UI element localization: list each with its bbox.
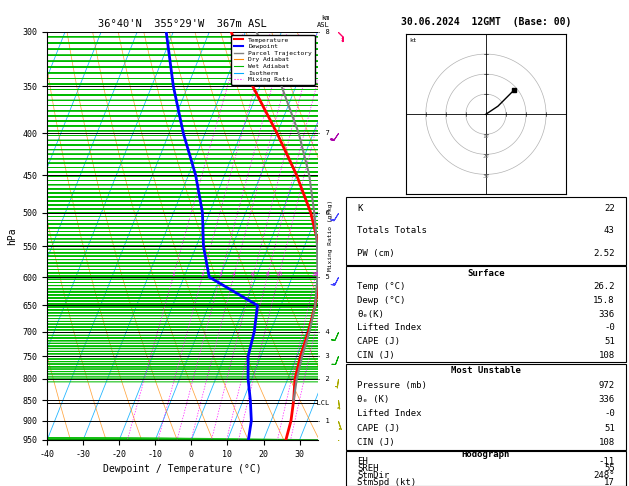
- Legend: Temperature, Dewpoint, Parcel Trajectory, Dry Adiabat, Wet Adiabat, Isotherm, Mi: Temperature, Dewpoint, Parcel Trajectory…: [231, 35, 314, 85]
- Text: 22: 22: [604, 204, 615, 213]
- Text: CIN (J): CIN (J): [357, 351, 395, 360]
- Text: 55: 55: [604, 464, 615, 473]
- Text: Surface: Surface: [467, 269, 504, 278]
- X-axis label: Dewpoint / Temperature (°C): Dewpoint / Temperature (°C): [103, 464, 262, 474]
- Text: km
ASL: km ASL: [317, 15, 330, 28]
- Text: Temp (°C): Temp (°C): [357, 282, 406, 291]
- Text: 972: 972: [599, 381, 615, 390]
- Text: Most Unstable: Most Unstable: [451, 366, 521, 375]
- Text: PW (cm): PW (cm): [357, 249, 395, 258]
- Text: -0: -0: [604, 323, 615, 332]
- Text: 10: 10: [482, 134, 489, 139]
- Text: Dewp (°C): Dewp (°C): [357, 296, 406, 305]
- Text: Pressure (mb): Pressure (mb): [357, 381, 427, 390]
- Text: - 2: - 2: [317, 376, 330, 382]
- Text: CAPE (J): CAPE (J): [357, 337, 400, 346]
- Text: 248°: 248°: [593, 471, 615, 480]
- Text: 43: 43: [604, 226, 615, 235]
- Y-axis label: hPa: hPa: [7, 227, 17, 244]
- Text: 108: 108: [599, 351, 615, 360]
- Text: EH: EH: [357, 457, 368, 466]
- Text: 17: 17: [604, 478, 615, 486]
- Text: 30.06.2024  12GMT  (Base: 00): 30.06.2024 12GMT (Base: 00): [401, 17, 571, 27]
- Text: Mixing Ratio (g/kg): Mixing Ratio (g/kg): [328, 200, 333, 271]
- Text: K: K: [357, 204, 362, 213]
- Text: 2: 2: [200, 272, 204, 277]
- Text: - 8: - 8: [317, 29, 330, 35]
- Text: Hodograph: Hodograph: [462, 450, 510, 459]
- Text: - 5: - 5: [317, 274, 330, 280]
- Text: 6: 6: [251, 272, 255, 277]
- Text: 30: 30: [482, 174, 489, 179]
- Text: 51: 51: [604, 337, 615, 346]
- Text: θₑ (K): θₑ (K): [357, 395, 389, 404]
- Text: 10: 10: [275, 272, 282, 277]
- Text: 20: 20: [312, 272, 319, 277]
- Text: 3: 3: [218, 272, 222, 277]
- Text: kt: kt: [409, 38, 417, 43]
- Text: 20: 20: [482, 155, 489, 159]
- Text: 2.52: 2.52: [593, 249, 615, 258]
- Text: 108: 108: [599, 438, 615, 447]
- Text: StmDir: StmDir: [357, 471, 389, 480]
- Text: 26.2: 26.2: [593, 282, 615, 291]
- Text: - 3: - 3: [317, 353, 330, 359]
- Bar: [346, 266, 626, 362]
- Title: 36°40'N  355°29'W  367m ASL: 36°40'N 355°29'W 367m ASL: [98, 19, 267, 30]
- Text: - 4: - 4: [317, 329, 330, 335]
- Text: Totals Totals: Totals Totals: [357, 226, 427, 235]
- Text: -11: -11: [599, 457, 615, 466]
- Text: Lifted Index: Lifted Index: [357, 323, 421, 332]
- Text: CIN (J): CIN (J): [357, 438, 395, 447]
- Text: StmSpd (kt): StmSpd (kt): [357, 478, 416, 486]
- Text: 1: 1: [171, 272, 175, 277]
- Text: - 1: - 1: [317, 417, 330, 424]
- Text: SREH: SREH: [357, 464, 379, 473]
- Text: 336: 336: [599, 395, 615, 404]
- Text: CAPE (J): CAPE (J): [357, 423, 400, 433]
- Text: 15.8: 15.8: [593, 296, 615, 305]
- Text: 51: 51: [604, 423, 615, 433]
- Bar: [346, 364, 626, 450]
- Text: -0: -0: [604, 409, 615, 418]
- Text: Lifted Index: Lifted Index: [357, 409, 421, 418]
- Bar: [346, 451, 626, 486]
- Bar: [346, 197, 626, 265]
- Text: 336: 336: [599, 310, 615, 319]
- Text: θₑ(K): θₑ(K): [357, 310, 384, 319]
- Text: - 7: - 7: [317, 130, 330, 137]
- Text: - 6: - 6: [317, 209, 330, 215]
- Text: 4: 4: [231, 272, 235, 277]
- Text: - LCL: - LCL: [308, 399, 330, 405]
- Text: 8: 8: [265, 272, 269, 277]
